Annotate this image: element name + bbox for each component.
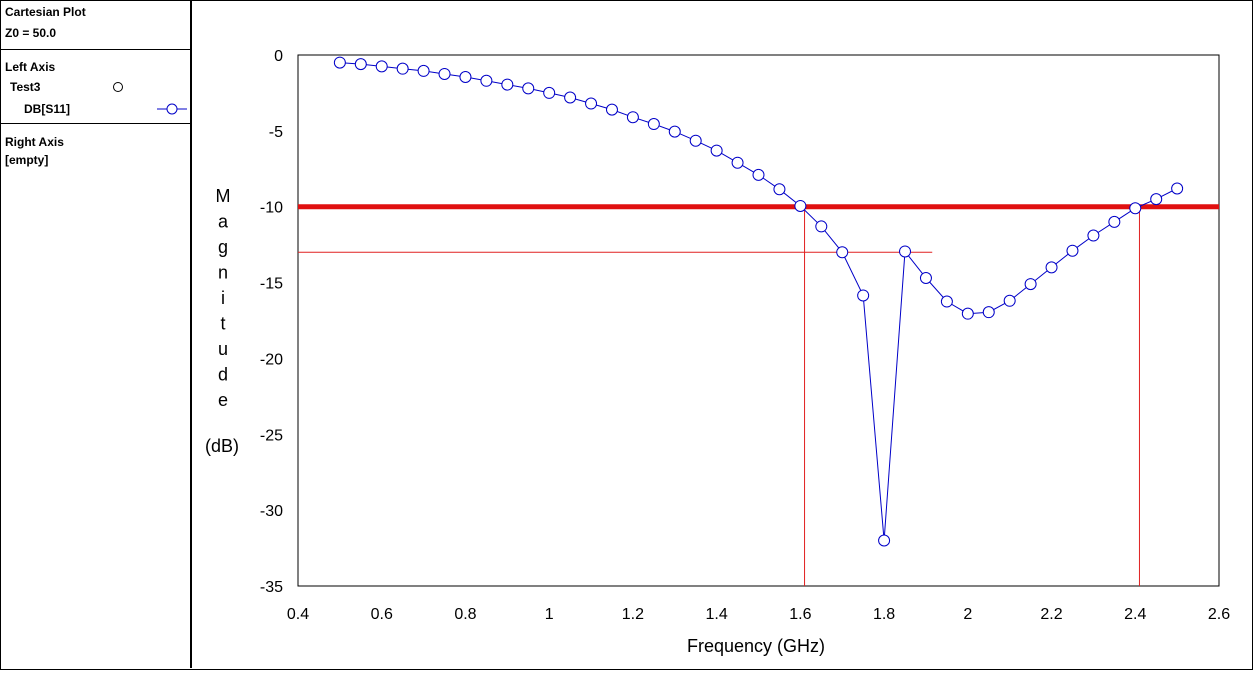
right-axis-section: Right Axis [empty] bbox=[0, 124, 190, 184]
data-point bbox=[333, 56, 346, 69]
y-axis-unit: (dB) bbox=[205, 436, 239, 456]
series-db-s11 bbox=[333, 56, 1184, 547]
data-point bbox=[396, 62, 409, 75]
data-point bbox=[1024, 278, 1037, 291]
x-tick-label: 1 bbox=[545, 606, 554, 623]
y-tick-label: -15 bbox=[260, 276, 283, 293]
x-tick-label: 2 bbox=[963, 606, 972, 623]
plot-info-section: Cartesian Plot Z0 = 50.0 bbox=[0, 0, 190, 50]
data-point bbox=[1003, 294, 1016, 307]
guide-lines bbox=[298, 204, 1219, 586]
trace-label[interactable]: DB[S11] bbox=[24, 102, 71, 116]
x-tick-label: 2.4 bbox=[1124, 606, 1146, 623]
x-tick-label: 1.6 bbox=[789, 606, 811, 623]
data-point bbox=[1066, 244, 1079, 257]
data-point bbox=[1129, 202, 1142, 215]
y-tick-label: -30 bbox=[260, 503, 283, 520]
data-point bbox=[501, 78, 514, 91]
data-point bbox=[668, 125, 681, 138]
data-point bbox=[417, 64, 430, 77]
trace-legend-icon bbox=[157, 103, 187, 115]
data-point bbox=[731, 156, 744, 169]
y-axis-letter: i bbox=[221, 288, 225, 308]
data-point bbox=[752, 168, 765, 181]
data-point bbox=[710, 144, 723, 157]
y-tick-label: -10 bbox=[260, 200, 283, 217]
data-point bbox=[354, 58, 367, 71]
x-tick-label: 0.6 bbox=[371, 606, 393, 623]
data-point bbox=[961, 307, 974, 320]
legend-panel: Cartesian Plot Z0 = 50.0 Left Axis Test3… bbox=[0, 0, 192, 668]
x-axis-label: Frequency (GHz) bbox=[687, 636, 825, 656]
y-axis-letter: e bbox=[218, 390, 228, 410]
right-axis-empty: [empty] bbox=[5, 153, 49, 167]
data-point bbox=[940, 295, 953, 308]
y-tick-label: 0 bbox=[274, 48, 283, 65]
data-point bbox=[689, 134, 702, 147]
left-axis-heading: Left Axis bbox=[5, 60, 56, 74]
y-axis-letter: M bbox=[216, 186, 231, 206]
x-tick-label: 0.8 bbox=[454, 606, 476, 623]
dataset-label[interactable]: Test3 bbox=[10, 80, 41, 94]
data-point bbox=[878, 534, 891, 547]
z0-label: Z0 = 50.0 bbox=[5, 26, 57, 40]
data-point bbox=[899, 245, 912, 258]
y-tick-label: -5 bbox=[269, 124, 283, 141]
data-point bbox=[585, 97, 598, 110]
data-point bbox=[773, 183, 786, 196]
plot-type-label: Cartesian Plot bbox=[5, 5, 86, 19]
y-tick-label: -20 bbox=[260, 351, 283, 368]
y-axis-letter: g bbox=[218, 237, 228, 257]
right-axis-heading: Right Axis bbox=[5, 135, 64, 149]
left-axis-section: Left Axis Test3 DB[S11] bbox=[0, 50, 190, 124]
y-tick-label: -35 bbox=[260, 579, 283, 596]
data-point bbox=[626, 111, 639, 124]
data-point bbox=[522, 82, 535, 95]
y-tick-label: -25 bbox=[260, 427, 283, 444]
data-point bbox=[438, 67, 451, 80]
data-point bbox=[1108, 215, 1121, 228]
x-tick-label: 2.6 bbox=[1208, 606, 1230, 623]
data-point bbox=[836, 246, 849, 259]
data-point bbox=[1150, 193, 1163, 206]
data-point bbox=[1171, 182, 1184, 195]
data-point bbox=[375, 60, 388, 73]
data-point bbox=[647, 118, 660, 131]
data-point bbox=[459, 70, 472, 83]
x-tick-label: 0.4 bbox=[287, 606, 309, 623]
y-axis-letter: n bbox=[218, 263, 228, 283]
x-tick-label: 2.2 bbox=[1040, 606, 1062, 623]
data-point bbox=[605, 103, 618, 116]
x-tick-labels: 0.4 0.6 0.8 1 1.2 1.4 1.6 1.8 2 2.2 2.4 2.6 bbox=[287, 606, 1230, 623]
y-axis-letter: a bbox=[218, 212, 229, 232]
x-tick-label: 1.8 bbox=[873, 606, 895, 623]
data-point bbox=[982, 306, 995, 319]
data-point bbox=[919, 272, 932, 285]
data-point bbox=[1087, 229, 1100, 242]
y-axis-letter: t bbox=[220, 314, 225, 334]
y-axis-letter: d bbox=[218, 365, 228, 385]
data-point bbox=[857, 289, 870, 302]
dataset-circle-icon bbox=[113, 82, 123, 92]
data-point bbox=[794, 199, 807, 212]
data-point bbox=[1045, 261, 1058, 274]
x-tick-label: 1.2 bbox=[622, 606, 644, 623]
y-axis-letter: u bbox=[218, 339, 228, 359]
plot-frame bbox=[297, 54, 1220, 587]
data-point bbox=[543, 86, 556, 99]
x-tick-label: 1.4 bbox=[706, 606, 728, 623]
y-tick-labels: 0 -5 -10 -15 -20 -25 -30 -35 bbox=[260, 48, 283, 596]
data-point bbox=[480, 74, 493, 87]
data-point bbox=[564, 91, 577, 104]
data-point bbox=[815, 220, 828, 233]
